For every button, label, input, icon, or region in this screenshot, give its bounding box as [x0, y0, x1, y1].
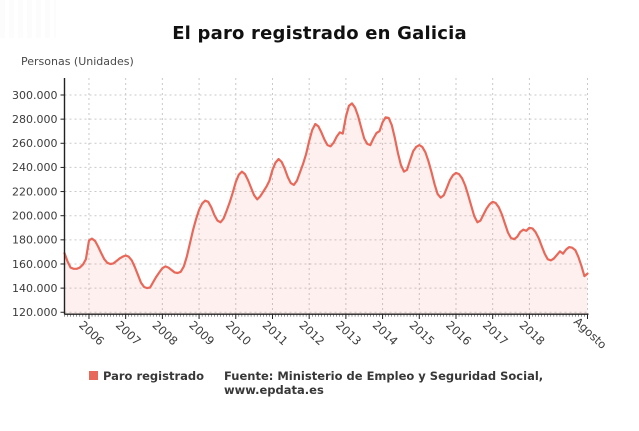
svg-text:260.000: 260.000	[12, 137, 58, 150]
svg-text:2011: 2011	[260, 318, 291, 348]
legend-label: Paro registrado	[103, 369, 205, 383]
svg-text:160.000: 160.000	[12, 258, 58, 271]
svg-text:200.000: 200.000	[12, 210, 58, 223]
legend-swatch-paro-registrado	[89, 371, 98, 380]
ep-logo-watermark	[0, 0, 56, 38]
svg-text:2014: 2014	[370, 318, 401, 348]
svg-text:2006: 2006	[76, 318, 107, 348]
svg-text:280.000: 280.000	[12, 113, 58, 126]
svg-text:2013: 2013	[333, 318, 364, 348]
svg-text:2016: 2016	[443, 318, 474, 348]
svg-text:180.000: 180.000	[12, 234, 58, 247]
svg-text:140.000: 140.000	[12, 282, 58, 295]
svg-text:2015: 2015	[407, 318, 438, 348]
svg-text:2007: 2007	[113, 318, 144, 348]
chart-title: El paro registrado en Galicia	[172, 23, 467, 45]
chart-footer: Paro registrado Fuente: Ministerio de Em…	[0, 369, 639, 397]
axes	[63, 78, 589, 315]
svg-text:Agosto: Agosto	[571, 314, 610, 351]
svg-text:2008: 2008	[150, 318, 181, 348]
svg-text:2010: 2010	[223, 318, 254, 348]
tick-marks	[60, 94, 588, 319]
svg-text:120.000: 120.000	[12, 306, 58, 319]
svg-text:240.000: 240.000	[12, 161, 58, 174]
x-axis-labels: 2006 2007 2008 2009 2010 2011 2012 2013 2014 2015…	[76, 314, 609, 351]
source-attribution: Fuente: Ministerio de Empleo y Seguridad…	[224, 369, 544, 397]
y-axis-labels: 300.000 280.000 260.000 240.000 220.000 200.0…	[12, 89, 58, 319]
series-line-paro-registrado	[63, 102, 589, 290]
series-area-paro-registrado	[64, 103, 588, 314]
svg-text:2017: 2017	[480, 318, 511, 348]
svg-text:2012: 2012	[296, 318, 327, 348]
svg-text:220.000: 220.000	[12, 185, 58, 198]
svg-text:2018: 2018	[517, 318, 548, 348]
y-axis-unit-label: Personas (Unidades)	[21, 55, 134, 68]
svg-text:300.000: 300.000	[12, 89, 58, 102]
svg-text:2009: 2009	[186, 318, 217, 348]
